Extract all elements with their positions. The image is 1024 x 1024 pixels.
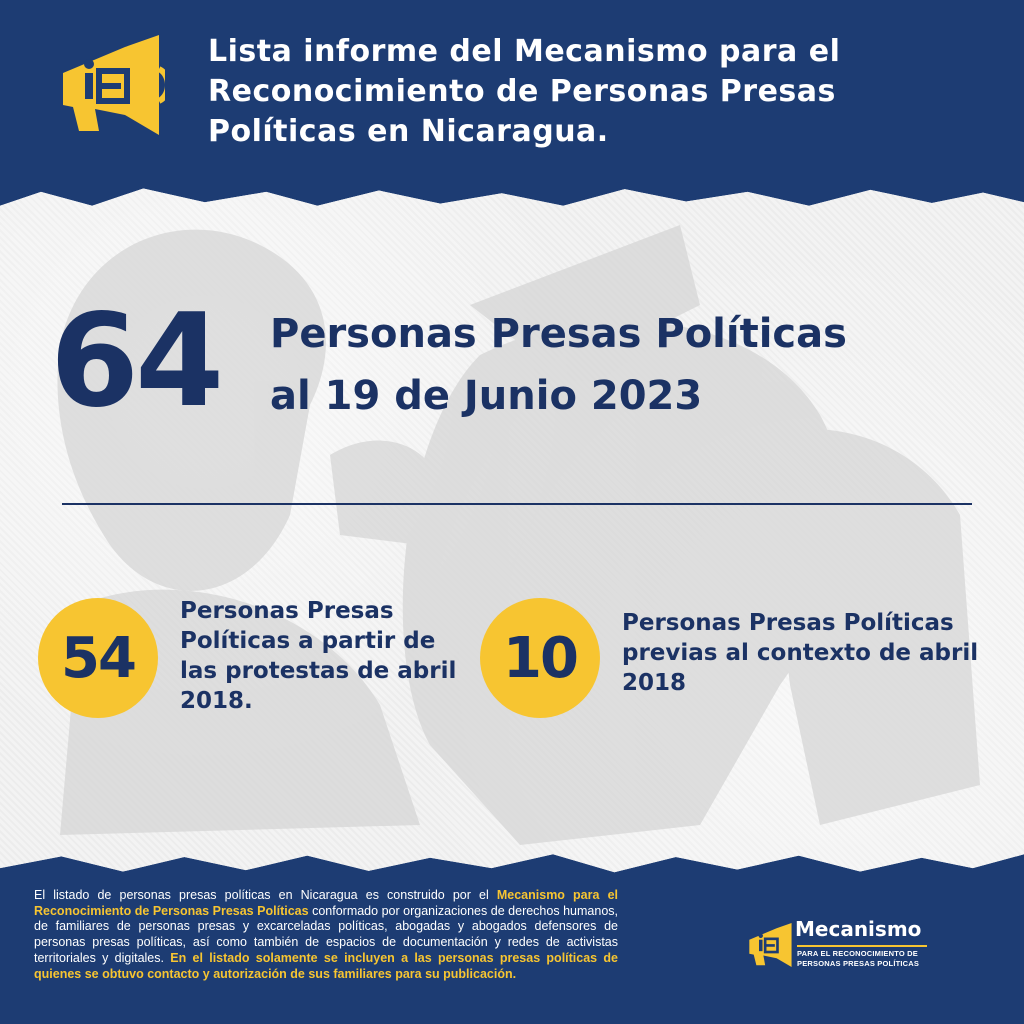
divider bbox=[62, 503, 972, 505]
footer-highlight-note: En el listado solamente se incluyen a la… bbox=[34, 950, 618, 981]
header-band bbox=[0, 0, 1024, 200]
page-title: Lista informe del Mecanismo para el Reco… bbox=[208, 34, 841, 149]
footer-logo-title: Mecanismo bbox=[795, 917, 922, 941]
stat-badge-since-2018: 54 bbox=[38, 598, 158, 718]
footer-logo: Mecanismo PARA EL RECONOCIMIENTO DE PERS… bbox=[745, 915, 945, 975]
footer-highlight-mecanismo: Mecanismo para el Reconocimiento de Pers… bbox=[34, 888, 618, 918]
footer-text-part1: El listado de personas presas políticas … bbox=[34, 888, 497, 902]
total-label: Personas Presas Políticas bbox=[270, 311, 847, 357]
footer-logo-subtitle-1: PARA EL RECONOCIMIENTO DE bbox=[797, 949, 918, 958]
stat-label-before-2018: Personas Presas Políticas previas al con… bbox=[622, 610, 979, 696]
stat-label-since-2018: Personas Presas Políticas a partir de la… bbox=[180, 598, 457, 714]
megaphone-icon bbox=[749, 923, 792, 967]
total-count: 64 bbox=[50, 287, 224, 436]
footer-text-part2: conformado por organizaciones de derecho… bbox=[34, 903, 618, 965]
megaphone-icon bbox=[63, 35, 165, 135]
total-date: al 19 de Junio 2023 bbox=[270, 373, 703, 419]
footer-logo-rule bbox=[797, 945, 927, 947]
footer-logo-subtitle-2: PERSONAS PRESAS POLÍTICAS bbox=[797, 959, 920, 968]
stat-badge-before-2018: 10 bbox=[480, 598, 600, 718]
footer-description: El listado de personas presas políticas … bbox=[34, 888, 618, 982]
